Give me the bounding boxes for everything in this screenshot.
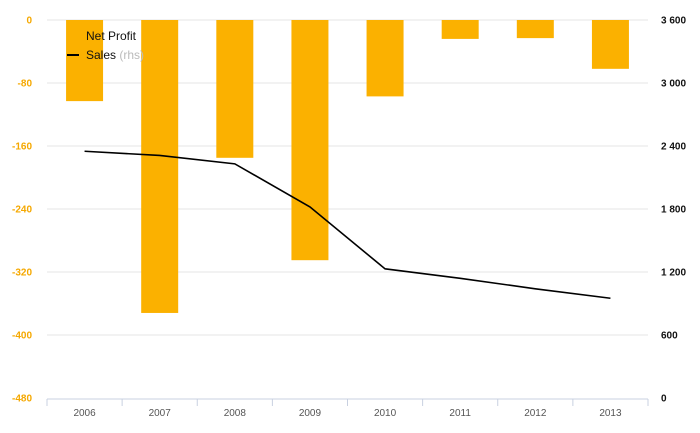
legend-label-sales-name: Sales bbox=[86, 48, 116, 62]
x-tick-label: 2008 bbox=[224, 408, 247, 419]
x-tick-label: 2007 bbox=[149, 408, 172, 419]
left-y-axis: 0 -80 -160 -240 -320 -400 -480 bbox=[12, 16, 32, 405]
legend-label-sales: Sales (rhs) bbox=[86, 48, 144, 62]
sales-line bbox=[84, 150, 611, 300]
bar-net-profit-2007 bbox=[141, 20, 179, 313]
bar-net-profit-2012 bbox=[516, 20, 554, 39]
right-y-axis: 3 600 3 000 2 400 1 800 1 200 600 0 bbox=[661, 16, 686, 405]
left-tick-label: 0 bbox=[26, 16, 32, 27]
grid-lines bbox=[47, 19, 648, 336]
legend-label-sales-suffix: (rhs) bbox=[116, 48, 144, 62]
x-tick-label: 2009 bbox=[299, 408, 322, 419]
left-tick-label: -480 bbox=[12, 394, 32, 405]
x-axis: 2006 2007 2008 2009 2010 2011 2012 2013 bbox=[46, 398, 649, 419]
legend-label-net-profit: Net Profit bbox=[86, 29, 137, 43]
x-tick-label: 2006 bbox=[73, 408, 96, 419]
left-tick-label: -240 bbox=[12, 205, 32, 216]
x-tick-label: 2012 bbox=[524, 408, 547, 419]
left-tick-label: -160 bbox=[12, 142, 32, 153]
bar-net-profit-2009 bbox=[291, 20, 329, 261]
bar-net-profit-2008 bbox=[216, 20, 254, 158]
net-profit-bars bbox=[66, 20, 629, 313]
left-tick-label: -80 bbox=[18, 79, 33, 90]
bar-net-profit-2010 bbox=[366, 20, 404, 97]
sales-line-series bbox=[84, 150, 611, 300]
bar-net-profit-2006 bbox=[66, 20, 104, 102]
right-tick-label: 600 bbox=[661, 331, 678, 342]
x-tick-label: 2013 bbox=[599, 408, 622, 419]
right-tick-label: 3 600 bbox=[661, 16, 686, 27]
right-tick-label: 1 800 bbox=[661, 205, 686, 216]
bar-net-profit-2013 bbox=[591, 20, 629, 69]
right-tick-label: 3 000 bbox=[661, 79, 686, 90]
x-tick-label: 2011 bbox=[449, 408, 471, 419]
right-tick-label: 0 bbox=[661, 394, 667, 405]
left-tick-label: -400 bbox=[12, 331, 32, 342]
right-tick-label: 1 200 bbox=[661, 268, 686, 279]
right-tick-label: 2 400 bbox=[661, 142, 686, 153]
x-tick-label: 2010 bbox=[374, 408, 397, 419]
left-tick-label: -320 bbox=[12, 268, 32, 279]
bar-net-profit-2011 bbox=[441, 20, 479, 39]
legend: Net Profit Sales (rhs) bbox=[67, 29, 144, 62]
